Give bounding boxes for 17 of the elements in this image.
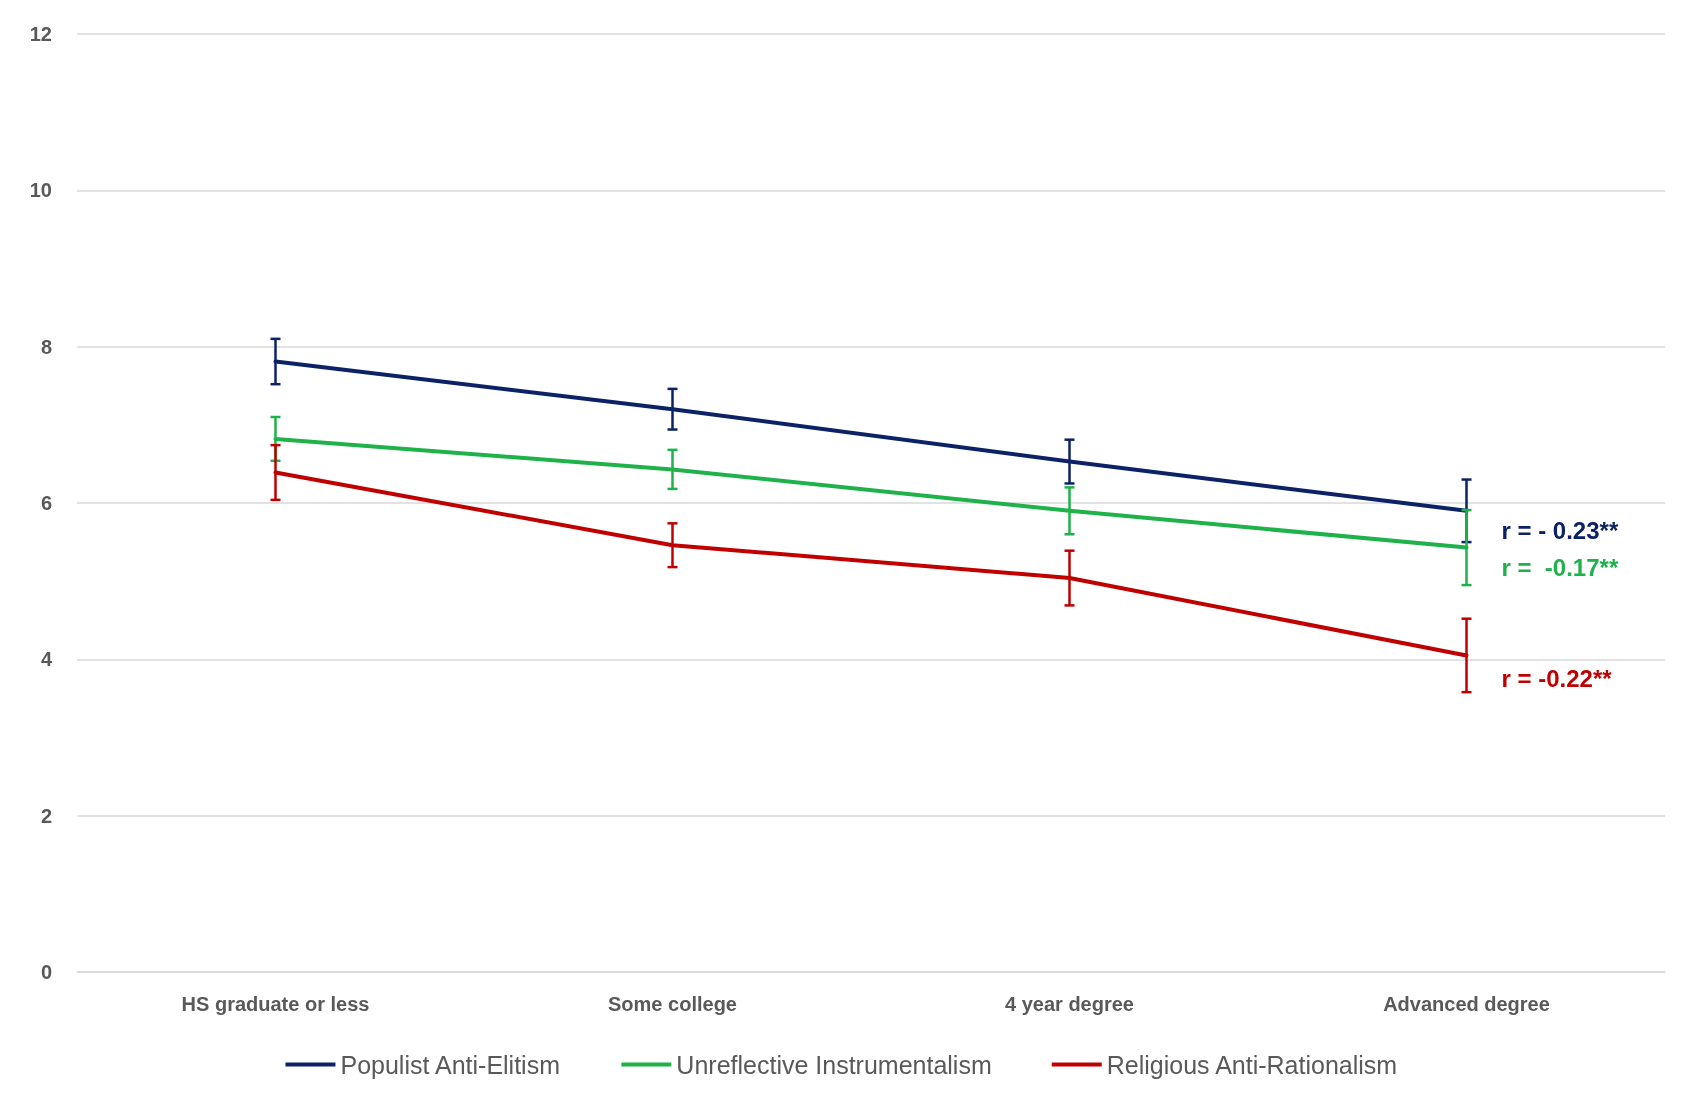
y-tick-label: 0 xyxy=(40,961,52,983)
y-tick-label: 4 xyxy=(40,648,53,671)
annotation: r = -0.17** xyxy=(1501,554,1619,582)
x-tick-label: Advanced degree xyxy=(1383,993,1550,1015)
x-tick-label: Some college xyxy=(608,993,737,1015)
y-tick-label: 10 xyxy=(29,179,52,202)
y-tick-label: 6 xyxy=(40,492,52,514)
y-tick-label: 2 xyxy=(40,804,52,827)
legend-label: Unreflective Instrumentalism xyxy=(676,1050,992,1079)
legend-label: Religious Anti-Rationalism xyxy=(1106,1050,1398,1079)
x-tick-label: 4 year degree xyxy=(1005,993,1134,1015)
legend-label: Populist Anti-Elitism xyxy=(340,1050,560,1079)
annotation: r = - 0.23** xyxy=(1501,516,1619,544)
x-tick-label: HS graduate or less xyxy=(181,993,370,1015)
annotation: r = -0.22** xyxy=(1501,665,1613,693)
y-tick-label: 8 xyxy=(40,335,52,358)
y-tick-label: 12 xyxy=(29,23,52,45)
